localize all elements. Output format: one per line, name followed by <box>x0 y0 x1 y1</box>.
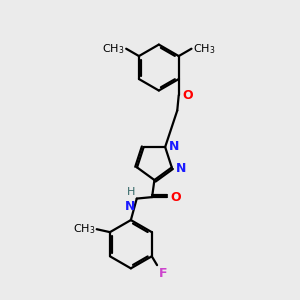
Text: N: N <box>169 140 179 153</box>
Text: F: F <box>158 267 167 280</box>
Text: CH$_3$: CH$_3$ <box>102 42 124 56</box>
Text: O: O <box>170 190 181 204</box>
Text: H: H <box>127 188 135 197</box>
Text: O: O <box>182 89 193 102</box>
Text: CH$_3$: CH$_3$ <box>193 42 216 56</box>
Text: CH$_3$: CH$_3$ <box>73 222 95 236</box>
Text: N: N <box>176 162 187 175</box>
Text: N: N <box>125 200 135 213</box>
